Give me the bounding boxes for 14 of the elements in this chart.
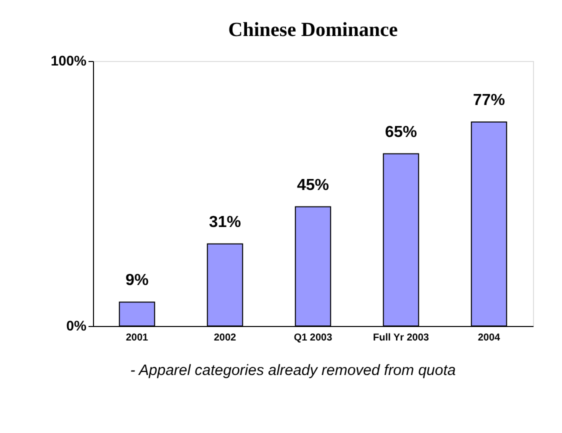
data-label: 65% xyxy=(384,124,418,141)
data-label: 31% xyxy=(208,214,242,231)
x-tick-label: Full Yr 2003 xyxy=(373,332,430,344)
data-label: 45% xyxy=(296,176,330,194)
y-tick-label: 100% xyxy=(50,52,88,68)
x-tick-label: Q1 2003 xyxy=(294,332,333,344)
chart-title: Chinese Dominance xyxy=(228,19,398,41)
data-label: 9% xyxy=(125,272,149,290)
x-tick-label: 2001 xyxy=(126,332,149,344)
x-tick-label: 2004 xyxy=(478,332,501,344)
data-label: 77% xyxy=(472,92,506,109)
y-tick-label: 0% xyxy=(66,318,88,334)
text: - Apparel categories already removed from quota xyxy=(130,362,456,379)
x-tick-label: 2002 xyxy=(214,332,237,344)
